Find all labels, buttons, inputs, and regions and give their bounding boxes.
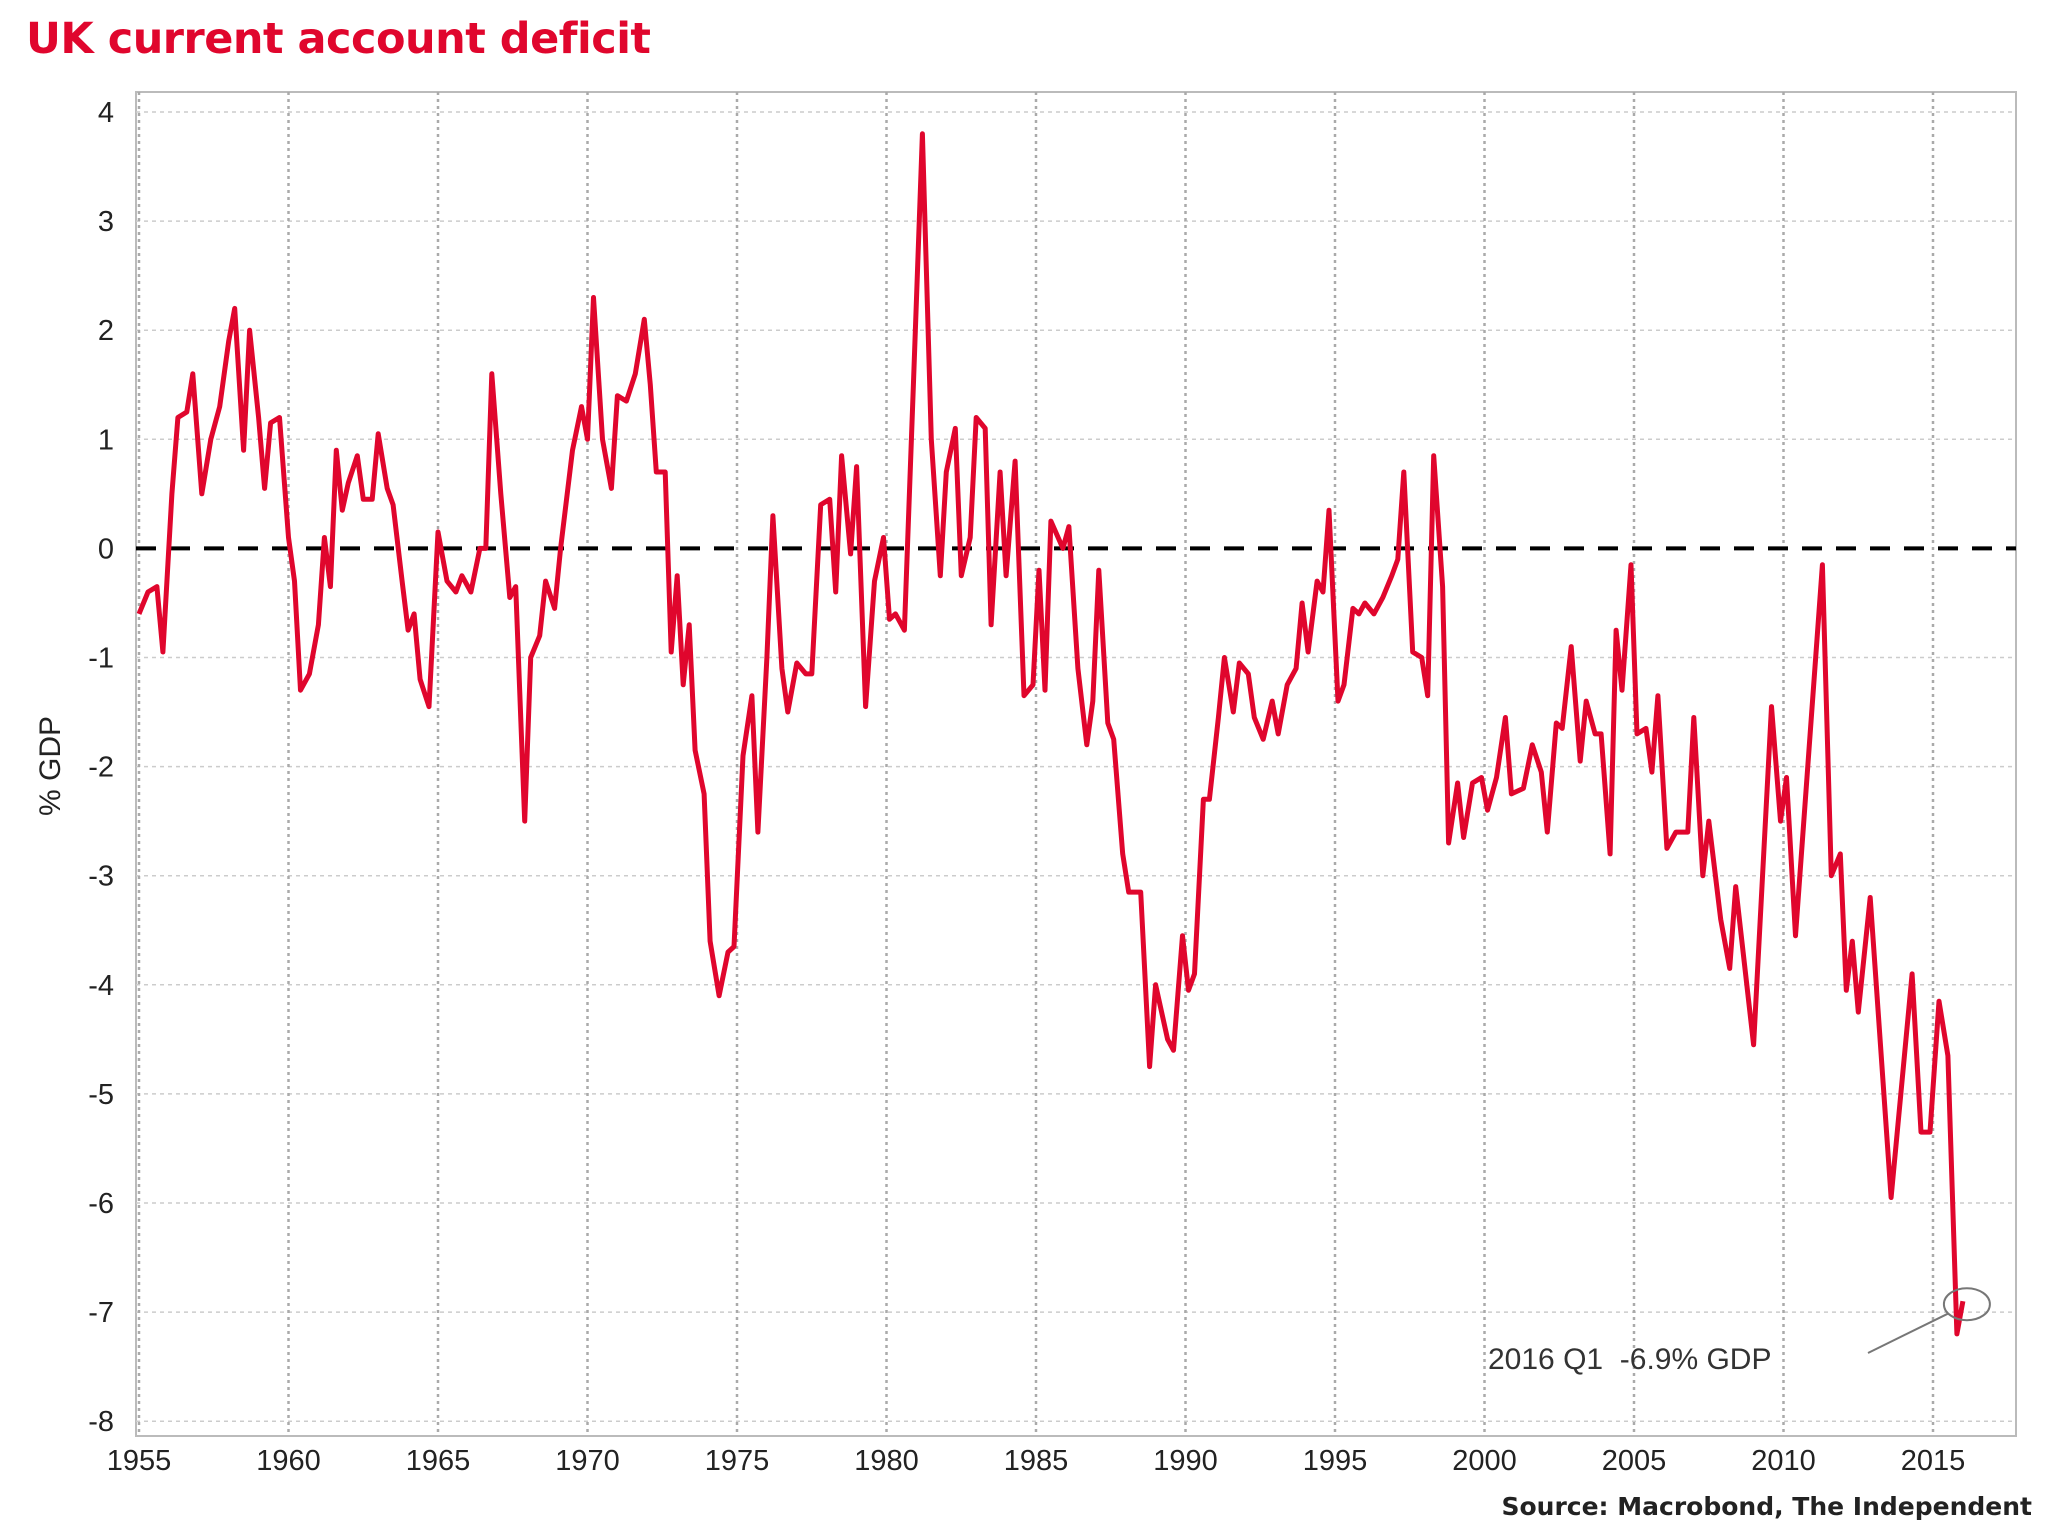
x-tick-label: 1980 <box>854 1445 919 1477</box>
y-axis-ticks: 4 3 2 1 0 -1 -2 -3 -4 -5 -6 -7 -8 <box>88 97 114 1438</box>
plot-area <box>135 91 2017 1437</box>
y-tick-label: -8 <box>88 1406 114 1438</box>
x-tick-label: 2010 <box>1751 1445 1816 1477</box>
x-tick-label: 1990 <box>1153 1445 1218 1477</box>
y-tick-label: 0 <box>98 533 114 565</box>
gridlines <box>136 92 2016 1436</box>
y-tick-label: 4 <box>98 97 114 129</box>
y-tick-label: -1 <box>88 643 114 675</box>
x-tick-label: 2000 <box>1452 1445 1517 1477</box>
series-line <box>136 131 1966 1337</box>
x-tick-label: 1965 <box>406 1445 471 1477</box>
chart-title: UK current account deficit <box>26 14 651 64</box>
source-credit: Source: Macrobond, The Independent <box>1501 1492 2032 1521</box>
x-tick-label: 1970 <box>555 1445 620 1477</box>
x-tick-label: 1975 <box>705 1445 770 1477</box>
y-tick-label: 1 <box>98 424 114 456</box>
annotation-leader-line <box>1867 1312 1950 1354</box>
y-axis-label: % GDP <box>34 716 67 816</box>
x-tick-label: 1985 <box>1004 1445 1069 1477</box>
x-tick-label: 2005 <box>1602 1445 1667 1477</box>
x-tick-label: 1995 <box>1303 1445 1368 1477</box>
x-tick-label: 2015 <box>1901 1445 1966 1477</box>
annotation-label: 2016 Q1 -6.9% GDP <box>1488 1343 1771 1376</box>
x-axis-ticks: 1955 1960 1965 1970 1975 1980 1985 1990 1995 2000… <box>107 1445 1966 1477</box>
annotation-circle <box>1942 1287 1991 1322</box>
y-tick-label: -6 <box>88 1188 114 1220</box>
y-tick-label: -3 <box>88 861 114 893</box>
x-tick-label: 1955 <box>107 1445 172 1477</box>
x-tick-label: 1960 <box>256 1445 321 1477</box>
y-tick-label: 2 <box>98 315 114 347</box>
y-tick-label: -5 <box>88 1079 114 1111</box>
y-tick-label: -2 <box>88 752 114 784</box>
y-tick-label: 3 <box>98 206 114 238</box>
y-tick-label: -4 <box>88 970 114 1002</box>
y-tick-label: -7 <box>88 1297 114 1329</box>
